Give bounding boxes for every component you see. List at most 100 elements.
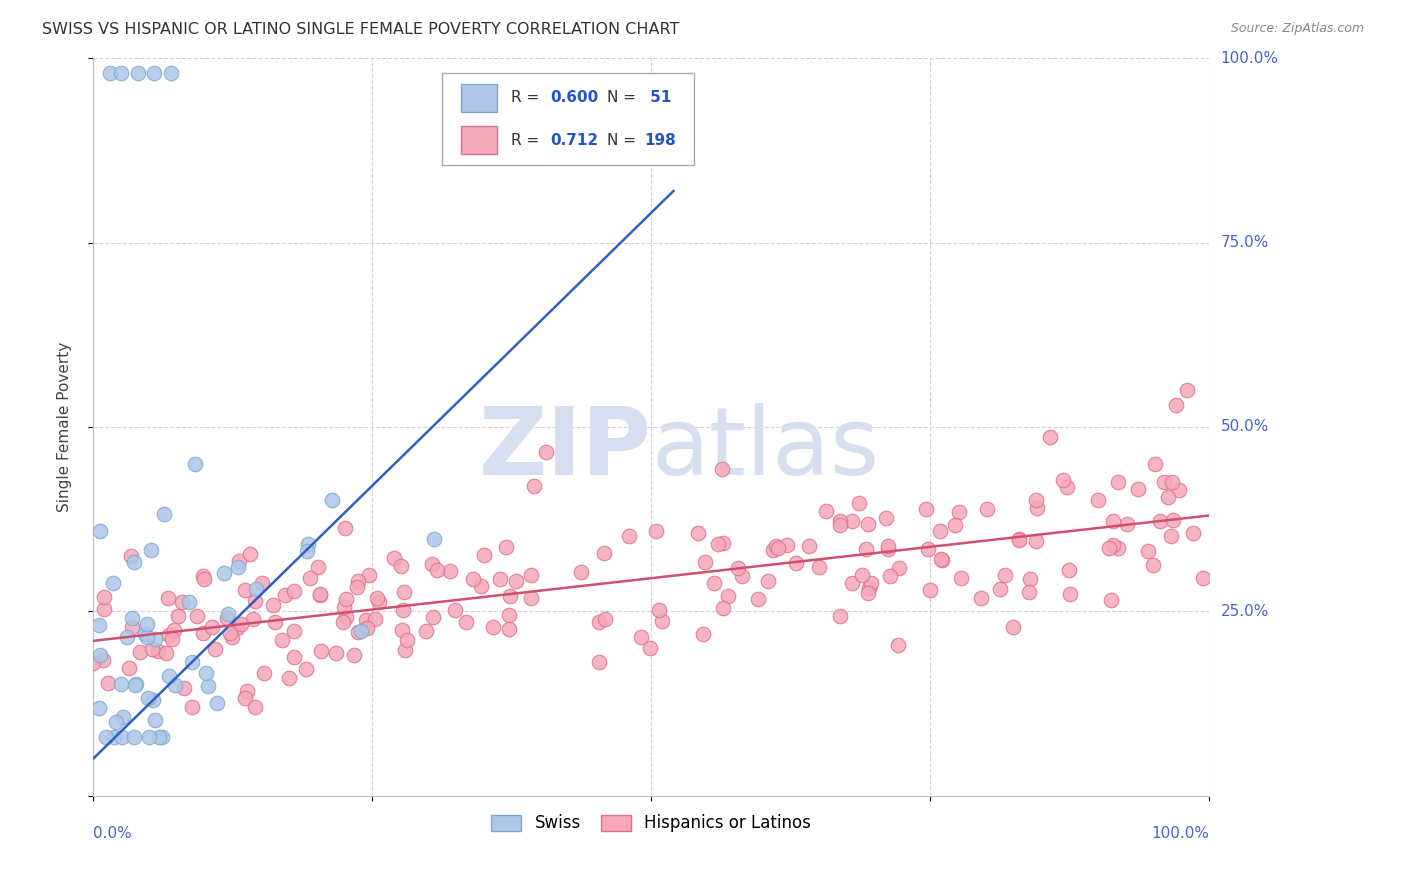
Point (125, 677, 148, 691)
Point (297, 537, 319, 551)
Point (233, 582, 256, 597)
Point (489, 572, 512, 586)
Point (134, 626, 156, 640)
Point (307, 560, 329, 574)
Point (141, 641, 163, 656)
Text: 0.712: 0.712 (551, 133, 599, 148)
Point (990, 582, 1012, 596)
Point (332, 615, 354, 629)
Point (1142, 558, 1164, 572)
Point (426, 563, 449, 577)
Point (858, 581, 880, 595)
Point (887, 561, 910, 575)
Point (1008, 533, 1031, 547)
Point (520, 591, 543, 606)
Point (120, 549, 142, 564)
Point (124, 677, 146, 691)
Point (368, 595, 391, 609)
Point (93, 602, 115, 616)
Point (1164, 398, 1187, 412)
Point (482, 620, 505, 634)
Point (1052, 473, 1074, 487)
Point (693, 555, 716, 569)
Point (364, 612, 387, 626)
Point (1019, 572, 1042, 586)
Point (717, 590, 740, 604)
Point (128, 645, 150, 659)
Point (651, 614, 673, 628)
Point (727, 560, 749, 574)
Point (217, 607, 239, 622)
Point (645, 524, 668, 538)
Point (1161, 513, 1184, 527)
Point (765, 539, 787, 553)
Point (347, 625, 370, 640)
Point (439, 564, 461, 578)
Point (396, 632, 419, 647)
Point (91, 653, 114, 667)
Point (335, 591, 357, 606)
Point (970, 591, 993, 605)
Point (711, 601, 734, 615)
Point (205, 696, 228, 710)
Point (243, 700, 266, 714)
Y-axis label: Single Female Poverty: Single Female Poverty (58, 342, 72, 512)
Point (1136, 544, 1159, 558)
Point (830, 609, 852, 624)
Point (523, 479, 546, 493)
Point (588, 615, 610, 630)
Point (110, 66, 132, 80)
FancyBboxPatch shape (443, 73, 693, 165)
Point (278, 671, 301, 685)
Point (283, 650, 305, 665)
Point (117, 660, 139, 674)
Point (163, 623, 186, 637)
Point (138, 730, 160, 744)
Text: 50.0%: 50.0% (1220, 419, 1268, 434)
Point (1157, 490, 1180, 504)
Point (948, 505, 970, 519)
Point (886, 638, 908, 652)
Point (160, 66, 183, 80)
Point (976, 502, 998, 516)
Point (162, 632, 184, 646)
Point (807, 559, 830, 574)
Legend: Swiss, Hispanics or Latinos: Swiss, Hispanics or Latinos (485, 808, 818, 839)
Point (707, 537, 730, 551)
Text: atlas: atlas (651, 403, 880, 495)
Point (195, 665, 218, 680)
Point (766, 541, 789, 555)
Point (593, 545, 616, 559)
Point (236, 684, 259, 698)
Point (177, 595, 200, 609)
Text: 0.0%: 0.0% (93, 826, 132, 841)
Point (877, 540, 900, 554)
Text: 100.0%: 100.0% (1220, 51, 1278, 66)
Point (389, 558, 412, 573)
Point (1087, 493, 1109, 508)
Point (103, 730, 125, 744)
Point (139, 543, 162, 558)
Point (233, 691, 256, 706)
Point (135, 630, 157, 644)
Point (295, 662, 318, 676)
Point (1098, 541, 1121, 556)
Point (283, 584, 305, 599)
Point (1101, 593, 1123, 607)
Point (298, 571, 321, 585)
Point (499, 589, 522, 603)
Point (859, 576, 882, 591)
Point (928, 524, 950, 538)
FancyBboxPatch shape (461, 84, 498, 112)
Point (1101, 538, 1123, 552)
Point (163, 678, 186, 692)
Point (142, 693, 165, 707)
Point (1161, 475, 1184, 489)
Point (1181, 526, 1204, 541)
Point (461, 572, 484, 586)
Point (915, 502, 938, 516)
Point (173, 681, 195, 695)
Point (950, 571, 973, 585)
Point (1160, 529, 1182, 543)
Point (1059, 587, 1081, 601)
